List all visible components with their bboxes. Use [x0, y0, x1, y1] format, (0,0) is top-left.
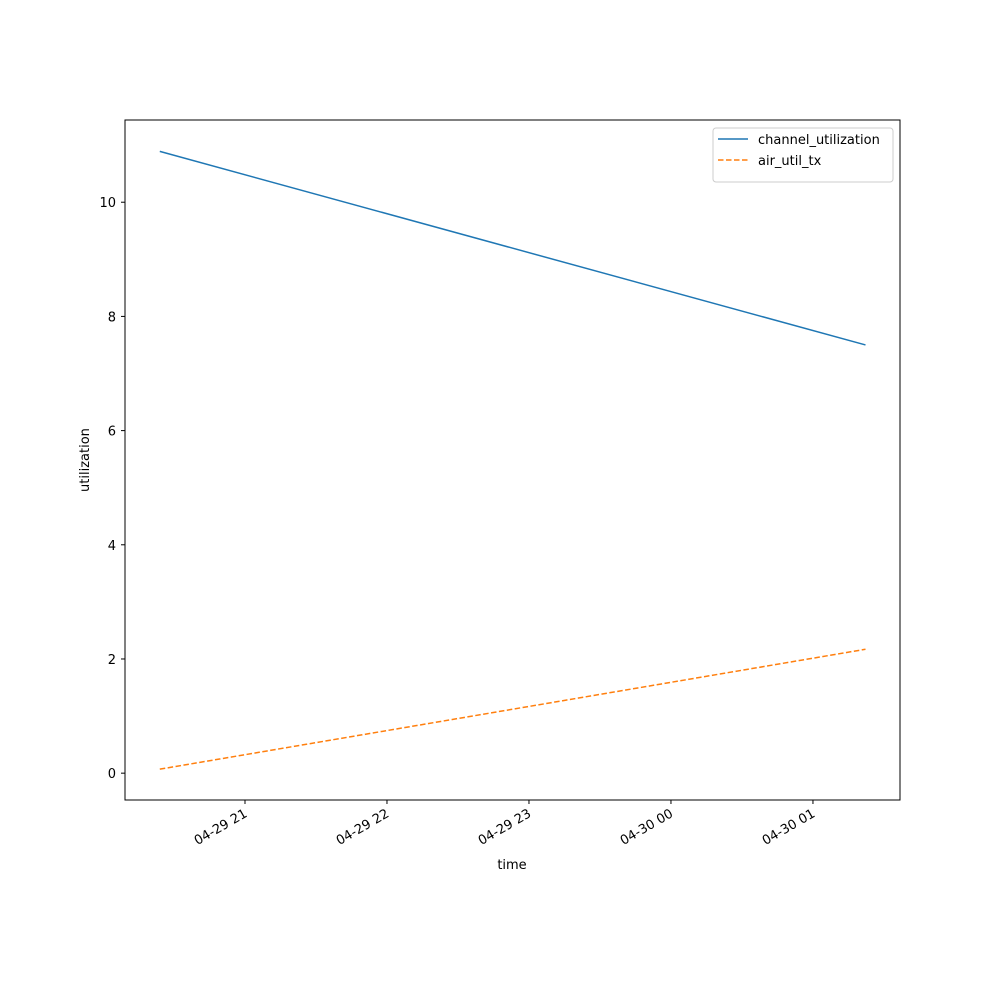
y-tick-label: 0 — [108, 767, 116, 782]
plot-frame — [124, 119, 901, 801]
legend-label: air_util_tx — [758, 154, 822, 169]
y-tick-label: 4 — [108, 539, 116, 554]
y-tick-label: 8 — [108, 310, 116, 325]
x-tick-label: 04-30 01 — [760, 806, 818, 848]
x-tick-label: 04-29 21 — [192, 806, 250, 848]
legend-label: channel_utilization — [758, 133, 880, 148]
y-tick-label: 10 — [99, 196, 116, 211]
x-tick-label: 04-30 00 — [618, 806, 676, 848]
x-tick-label: 04-29 23 — [476, 806, 534, 848]
y-tick-label: 6 — [108, 425, 116, 440]
legend-box — [712, 127, 894, 183]
x-tick-label: 04-29 22 — [334, 806, 392, 848]
y-axis-label: utilization — [78, 428, 93, 492]
y-tick-label: 2 — [108, 653, 116, 668]
line-series — [159, 150, 866, 346]
x-axis-label: time — [497, 858, 526, 873]
line-series — [159, 648, 866, 770]
